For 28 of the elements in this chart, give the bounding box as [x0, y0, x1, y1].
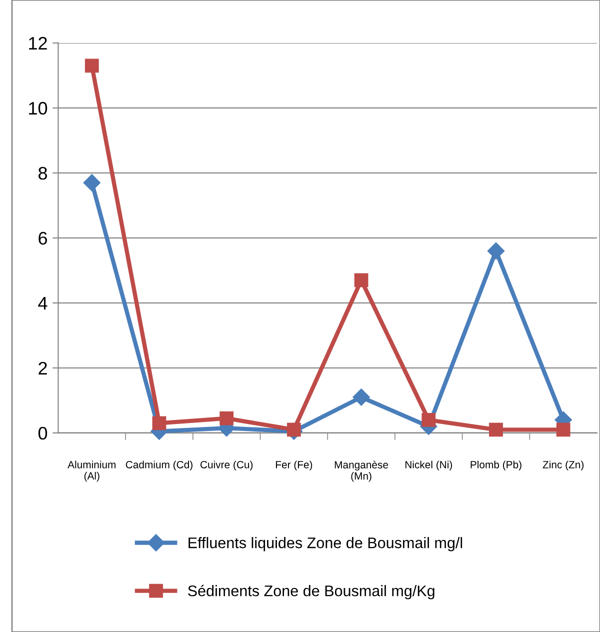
x-tick-label: Fer (Fe): [276, 460, 312, 470]
point: [83, 174, 100, 192]
y-tick-label: 0: [38, 426, 48, 440]
point: [152, 416, 166, 430]
x-tick-label: Aluminium (Al): [68, 460, 116, 482]
y-tick-label: 10: [29, 102, 48, 115]
point: [489, 422, 503, 437]
x-tick-label: Nickel (Ni): [405, 460, 452, 470]
x-tick-label: Plomb (Pb): [470, 460, 522, 470]
point: [220, 411, 234, 426]
legend-label: Effluents liquides Zone de Bousmail mg/l: [188, 537, 462, 552]
y-tick-label: 8: [38, 166, 47, 180]
point: [354, 273, 368, 288]
point: [556, 422, 570, 437]
point: [422, 412, 436, 427]
point: [84, 58, 99, 73]
point: [352, 388, 370, 406]
x-tick-label: Cadmium (Cd): [126, 460, 192, 470]
point: [286, 422, 301, 437]
x-tick-label: Manganèse (Mn): [334, 460, 388, 482]
legend-label: Sédiments Zone de Bousmail mg/Kg: [188, 584, 434, 600]
x-tick-label: Cuivre (Cu): [200, 460, 253, 470]
y-tick-label: 2: [38, 362, 47, 374]
x-tick-label: Zinc (Zn): [542, 460, 584, 470]
y-tick-label: 4: [38, 297, 48, 310]
y-tick-label: 6: [38, 232, 47, 245]
point: [487, 242, 505, 260]
y-tick-label: 12: [29, 36, 47, 50]
